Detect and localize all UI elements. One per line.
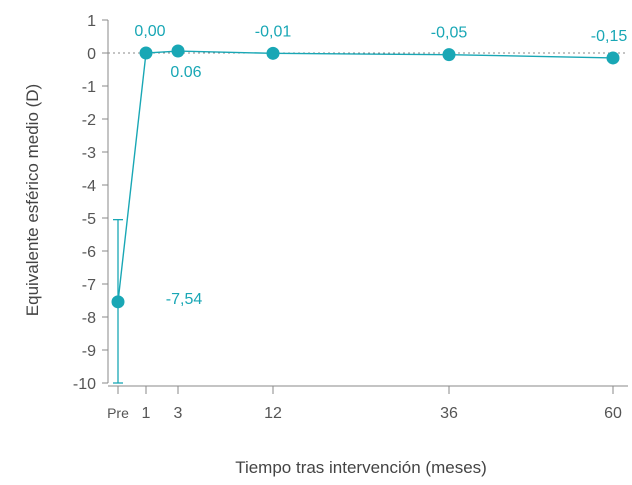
data-point (442, 48, 456, 62)
y-tick-label: 1 (87, 13, 96, 30)
y-tick-label: -3 (82, 145, 96, 162)
y-tick-label: -10 (73, 376, 96, 393)
data-point (111, 295, 125, 309)
y-tick-label: -9 (82, 343, 96, 360)
y-tick-label: -5 (82, 211, 96, 228)
y-tick-label: -8 (82, 310, 96, 327)
y-tick-label: -6 (82, 244, 96, 261)
data-label: -7,54 (166, 291, 203, 308)
x-tick-label: 36 (440, 405, 458, 422)
y-tick-label: 0 (87, 46, 96, 63)
x-tick-label: Pre (107, 405, 129, 421)
x-axis-title: Tiempo tras intervención (meses) (235, 458, 487, 477)
x-tick-label: 1 (142, 405, 151, 422)
y-tick-label: -4 (82, 178, 96, 195)
data-label: -0,15 (591, 28, 628, 45)
y-tick-label: -2 (82, 112, 96, 129)
data-label: -0,01 (255, 23, 292, 40)
series-line (117, 50, 614, 302)
y-tick-label: -7 (82, 277, 96, 294)
x-tick-label: 3 (174, 405, 183, 422)
y-axis-title: Equivalente esférico medio (D) (23, 84, 42, 316)
x-tick-label: 12 (264, 405, 282, 422)
y-tick-label: -1 (82, 79, 96, 96)
data-label: -0,05 (431, 25, 468, 42)
data-point (606, 51, 620, 65)
data-point (266, 46, 280, 60)
data-point (139, 46, 153, 60)
data-label: 0,00 (134, 23, 165, 40)
data-point (171, 44, 185, 58)
x-tick-label: 60 (604, 405, 622, 422)
data-label: 0.06 (170, 64, 201, 81)
